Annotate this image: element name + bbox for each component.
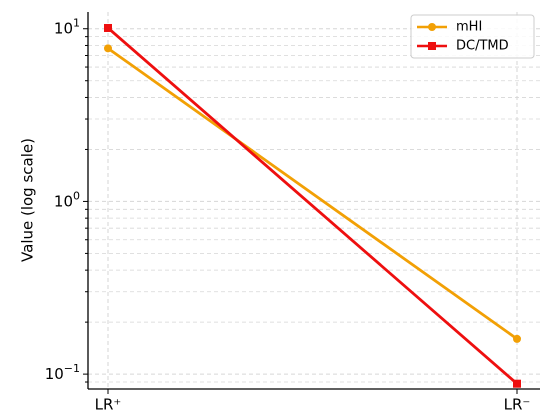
data-point-mhi xyxy=(104,44,112,53)
series-line-dc-tmd xyxy=(106,26,519,386)
legend-item-mhi: mHI xyxy=(417,20,482,35)
grid xyxy=(88,12,540,389)
legend-label-mhi: mHI xyxy=(456,20,482,35)
series-layer xyxy=(104,23,521,388)
axes xyxy=(87,12,540,390)
y-axis-label: Value (log scale) xyxy=(19,138,37,262)
x-tick-label: LR⁻ xyxy=(504,396,531,414)
legend: mHI DC/TMD xyxy=(410,14,535,59)
y-tick-label: 10−1 xyxy=(45,362,80,383)
legend-marker-mhi xyxy=(428,23,436,31)
y-tick-label: 100 xyxy=(54,189,80,210)
legend-marker-dc-tmd xyxy=(428,42,436,50)
legend-label-dc-tmd: DC/TMD xyxy=(456,39,509,54)
ticks: LR⁺ LR⁻ 101 100 10−1 xyxy=(45,17,531,414)
data-point-mhi xyxy=(513,334,521,343)
y-tick-label: 101 xyxy=(54,17,80,38)
legend-item-dc-tmd: DC/TMD xyxy=(417,39,509,54)
data-point-dc-tmd xyxy=(104,23,112,32)
series-line-mhi xyxy=(106,46,519,341)
data-point-dc-tmd xyxy=(513,379,521,388)
x-tick-label: LR⁺ xyxy=(95,396,122,414)
